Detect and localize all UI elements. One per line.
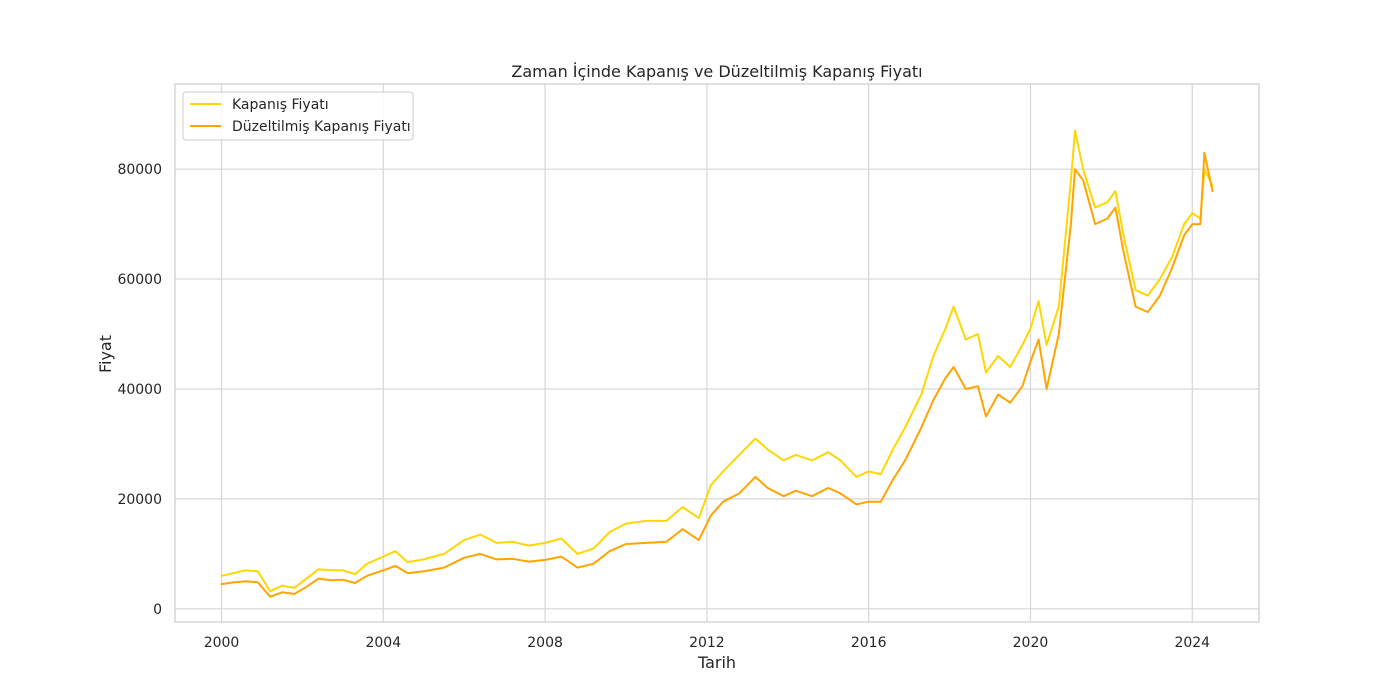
series-line-1 — [220, 151, 1214, 598]
y-tick-label: 60000 — [117, 272, 162, 288]
series-lines — [220, 129, 1214, 598]
x-tick-label: 2020 — [1013, 635, 1049, 651]
x-axis-ticks: 2000 2004 2008 2012 2016 2020 2024 — [204, 635, 1210, 651]
legend: Kapanış Fiyatı Düzeltilmiş Kapanış Fiyat… — [182, 91, 414, 141]
x-axis-title: Tarih — [697, 653, 736, 672]
y-tick-label: 20000 — [117, 492, 162, 508]
plot-frame — [174, 83, 1260, 623]
chart-title: Zaman İçinde Kapanış ve Düzeltilmiş Kapa… — [511, 62, 922, 81]
legend-label-duzeltilmis: Düzeltilmiş Kapanış Fiyatı — [232, 119, 411, 135]
y-axis-title: Fiyat — [96, 335, 115, 373]
series-line-0 — [220, 129, 1214, 593]
legend-label-kapanis: Kapanış Fiyatı — [232, 97, 329, 113]
y-tick-label: 40000 — [117, 382, 162, 398]
legend-box — [182, 91, 414, 141]
y-axis-ticks: 0 20000 40000 60000 80000 — [117, 162, 162, 618]
x-tick-label: 2004 — [365, 635, 401, 651]
y-tick-label: 0 — [153, 602, 162, 618]
x-tick-label: 2000 — [204, 635, 240, 651]
y-tick-label: 80000 — [117, 162, 162, 178]
x-tick-label: 2024 — [1174, 635, 1210, 651]
x-tick-label: 2012 — [689, 635, 725, 651]
grid — [175, 84, 1259, 622]
x-tick-label: 2008 — [527, 635, 563, 651]
x-tick-label: 2016 — [851, 635, 887, 651]
